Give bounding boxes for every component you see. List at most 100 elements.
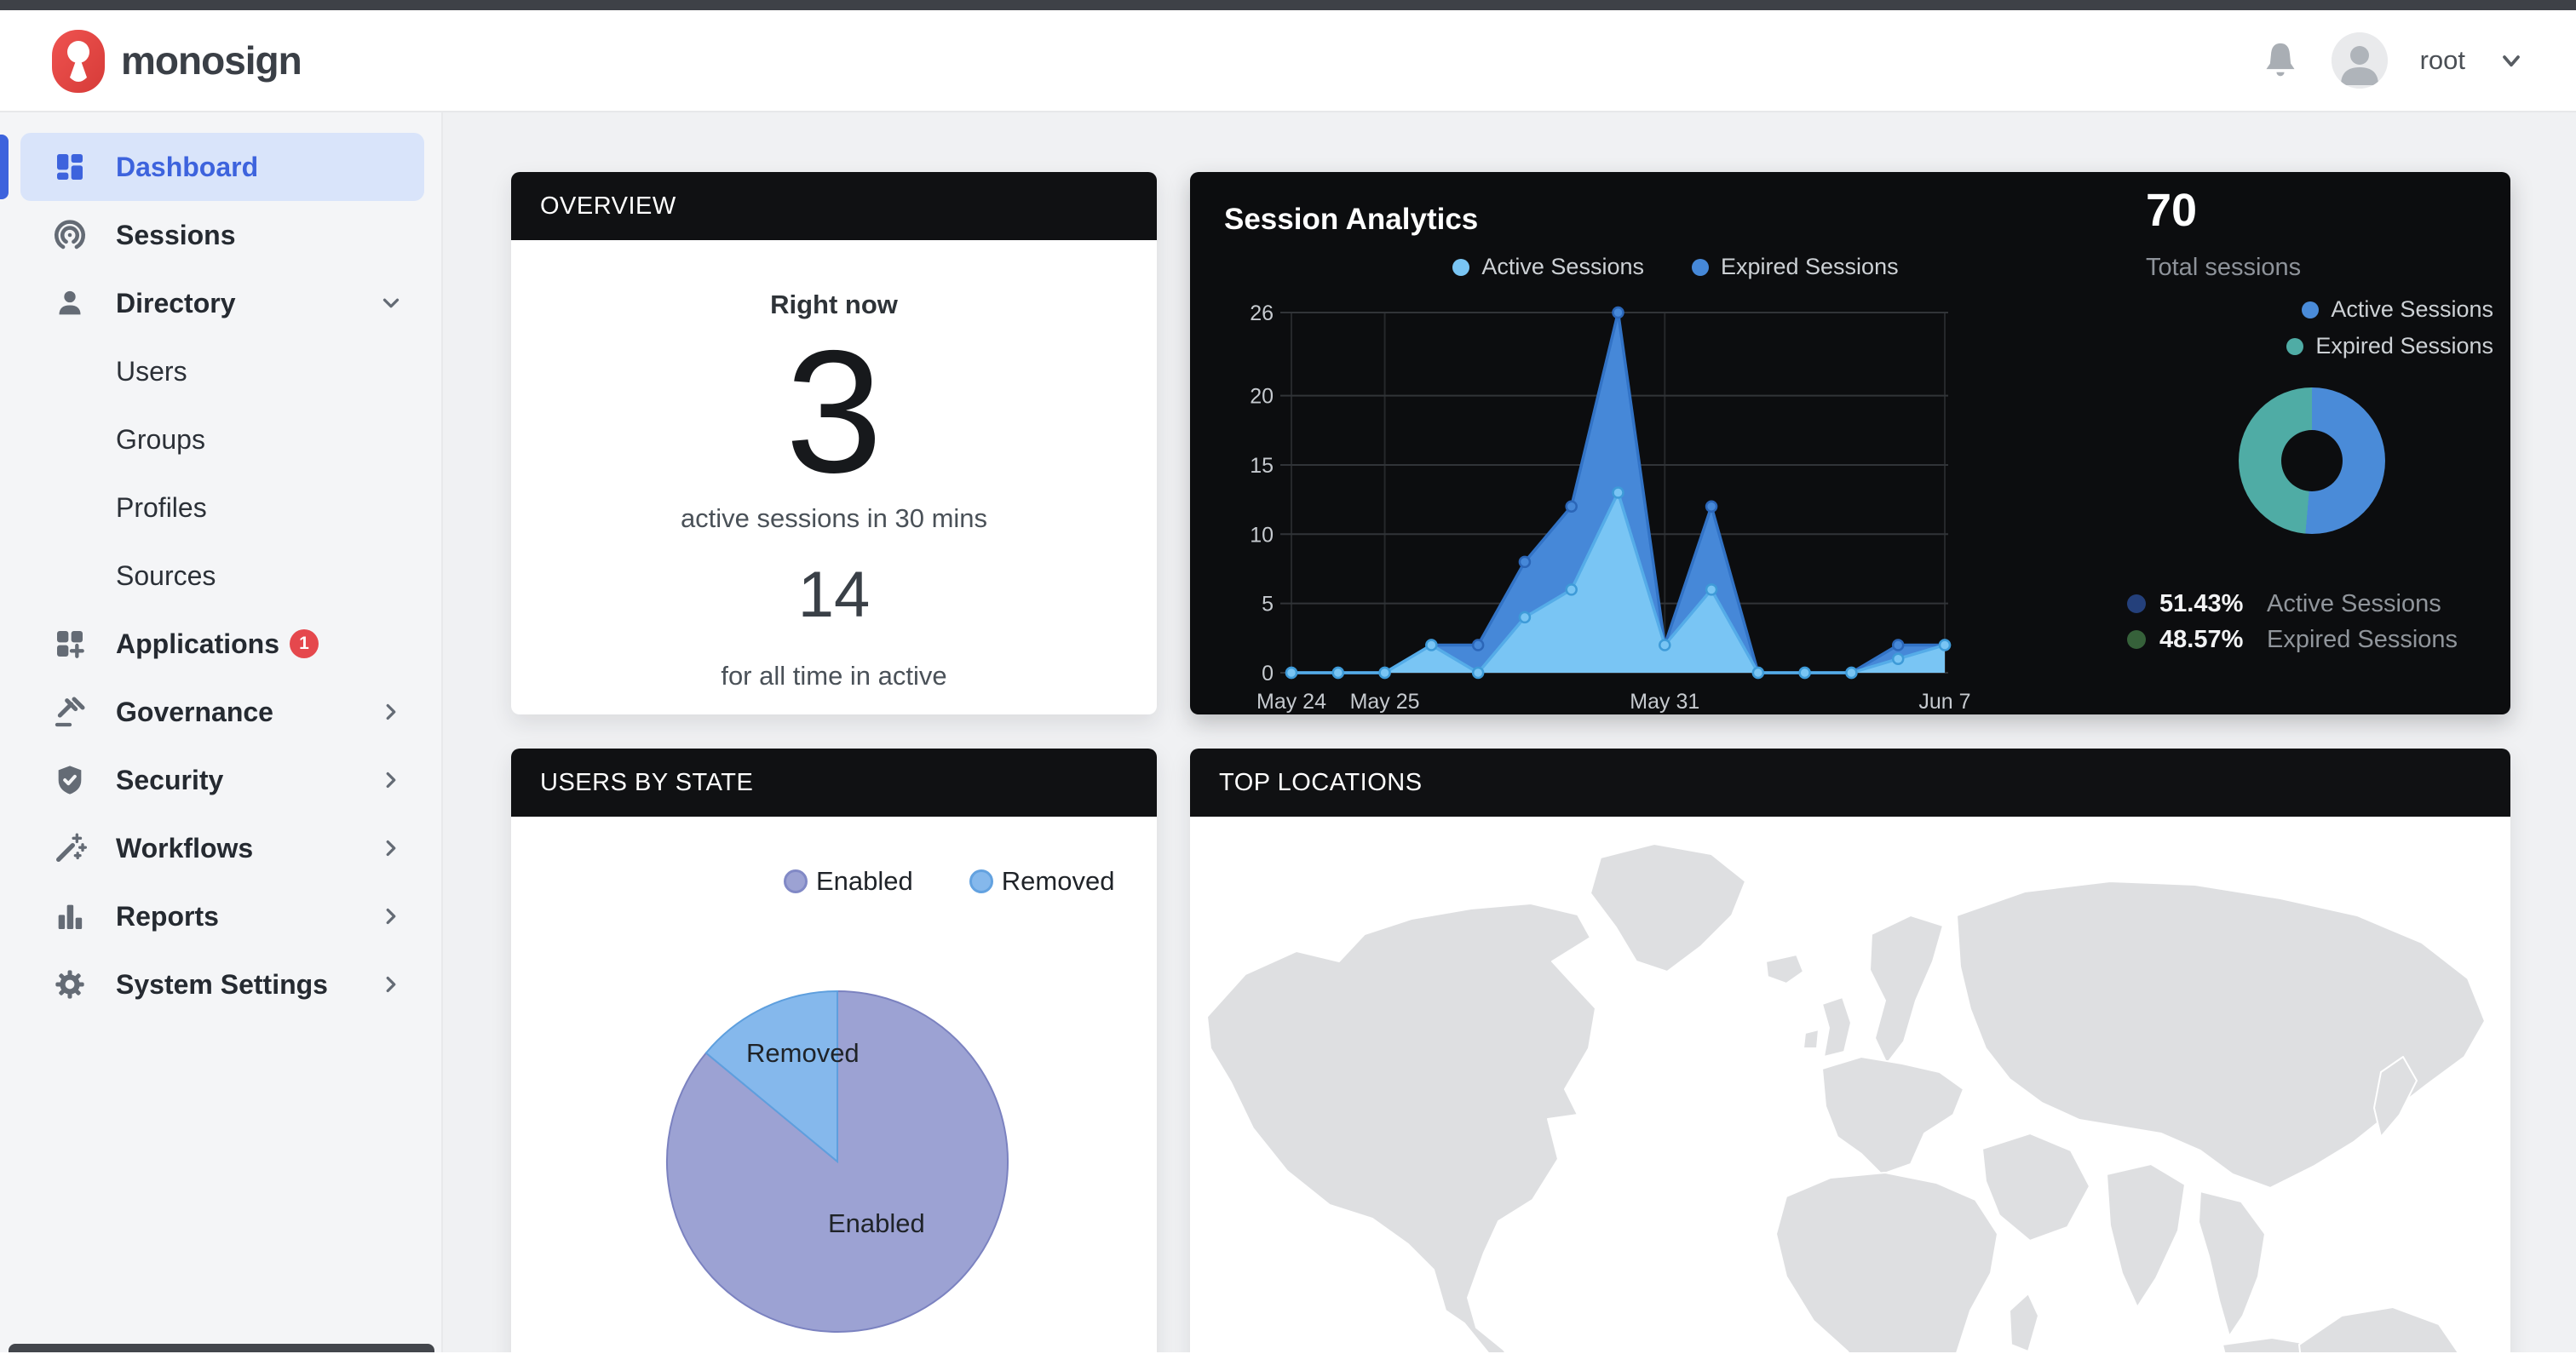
chevron-right-icon (386, 840, 396, 857)
sidebar-item-label: Profiles (116, 491, 207, 523)
stat-dot-expired (2127, 630, 2146, 649)
legend-item-expired[interactable]: Expired Sessions (1691, 254, 1899, 280)
donut-legend: Active Sessions Expired Sessions (2286, 296, 2493, 359)
svg-text:May 31: May 31 (1630, 690, 1699, 714)
sidebar-item-users[interactable]: Users (20, 337, 424, 405)
sidebar-item-governance[interactable]: Governance (20, 678, 424, 746)
user-menu-chevron-down-icon[interactable] (2498, 47, 2525, 74)
legend-item-active[interactable]: Active Sessions (1452, 254, 1644, 280)
brand[interactable]: monosign (51, 26, 302, 95)
svg-text:20: 20 (1250, 385, 1274, 409)
svg-text:5: 5 (1262, 593, 1274, 617)
chevron-right-icon (386, 908, 396, 925)
sidebar-item-label: Sources (116, 559, 216, 591)
svg-text:26: 26 (1250, 301, 1274, 325)
sidebar-item-security[interactable]: Security (20, 746, 424, 814)
stat-pct: 48.57% (2159, 625, 2244, 653)
total-sessions-value: 70 (2146, 185, 2198, 236)
app-header: monosign root (0, 10, 2576, 112)
sidebar-item-label: Governance (116, 696, 273, 727)
legend-dot-removed (969, 869, 993, 893)
pie-slice-label-enabled: Enabled (828, 1208, 925, 1238)
sidebar-item-system-settings[interactable]: System Settings (20, 950, 424, 1018)
security-shield-icon (51, 761, 89, 799)
users-by-state-card: USERS BY STATE Enabled Removed Removed E… (511, 749, 1157, 1352)
overview-card-header: OVERVIEW (511, 172, 1157, 240)
governance-gavel-icon (51, 693, 89, 731)
legend-item-active[interactable]: Active Sessions (2302, 296, 2493, 323)
main-content: OVERVIEW Right now 3 active sessions in … (443, 112, 2576, 1352)
all-time-caption: for all time in active (721, 661, 947, 691)
legend-label: Active Sessions (2331, 296, 2493, 322)
sidebar-item-reports[interactable]: Reports (20, 882, 424, 950)
pie-slice-label-removed: Removed (746, 1038, 860, 1068)
top-locations-card: TOP LOCATIONS (1190, 749, 2510, 1352)
sidebar-item-workflows[interactable]: Workflows (20, 814, 424, 882)
stat-dot-active (2127, 594, 2146, 613)
sidebar-item-label: Dashboard (116, 151, 259, 182)
legend-label: Removed (1001, 866, 1115, 896)
legend-item-expired[interactable]: Expired Sessions (2286, 333, 2493, 359)
stat-row-active: 51.43% Active Sessions (2127, 586, 2458, 622)
sidebar-item-label: Security (116, 764, 224, 795)
world-map (1206, 843, 2486, 1352)
sidebar-item-label: Directory (116, 287, 236, 318)
area-chart-legend: Active Sessions Expired Sessions (1216, 254, 2136, 280)
right-now-label: Right now (770, 290, 898, 319)
legend-label: Expired Sessions (1720, 254, 1899, 279)
user-name[interactable]: root (2419, 45, 2465, 75)
reports-barchart-icon (51, 898, 89, 935)
sidebar-item-label: Applications (116, 628, 280, 659)
sidebar-item-label: System Settings (116, 968, 328, 1000)
pie-legend: Enabled Removed (784, 866, 1114, 897)
donut-stats: 51.43% Active Sessions 48.57% Expired Se… (2127, 586, 2458, 657)
users-by-state-header: USERS BY STATE (511, 749, 1157, 817)
legend-dot-expired (1691, 258, 1709, 276)
legend-dot-enabled (784, 869, 808, 893)
sidebar-item-profiles[interactable]: Profiles (20, 473, 424, 542)
chevron-right-icon (386, 772, 396, 789)
directory-person-icon (51, 284, 89, 322)
sidebar-item-dashboard[interactable]: Dashboard (0, 133, 424, 201)
stat-pct: 51.43% (2159, 589, 2244, 617)
chevron-right-icon (386, 703, 396, 720)
chevron-down-icon (382, 298, 400, 308)
active-indicator (0, 135, 9, 199)
total-sessions-label: Total sessions (2146, 254, 2302, 281)
svg-text:10: 10 (1250, 523, 1274, 547)
dashboard-icon (51, 148, 89, 186)
avatar-person-icon (2331, 32, 2388, 89)
sidebar-item-directory[interactable]: Directory (20, 269, 424, 337)
sidebar-item-groups[interactable]: Groups (20, 405, 424, 473)
session-area-chart: 0 5 10 15 20 26 May 24 May 25 May 31 Jun 7 (1250, 301, 1970, 714)
applications-badge: 1 (290, 629, 319, 658)
notifications-bell-icon[interactable] (2262, 40, 2299, 81)
stat-row-expired: 48.57% Expired Sessions (2127, 622, 2458, 657)
svg-text:Jun 7: Jun 7 (1918, 690, 1970, 714)
session-analytics-title: Session Analytics (1224, 203, 1479, 236)
svg-text:15: 15 (1250, 454, 1274, 478)
sessions-icon (51, 216, 89, 254)
sidebar-item-sources[interactable]: Sources (20, 542, 424, 610)
workflows-wand-icon (51, 829, 89, 867)
chevron-right-icon (386, 976, 396, 993)
legend-item-removed[interactable]: Removed (969, 866, 1115, 897)
legend-dot-active (2302, 301, 2320, 318)
horizontal-scrollbar-thumb[interactable] (9, 1344, 434, 1352)
svg-text:May 25: May 25 (1350, 690, 1420, 714)
active-sessions-count: 3 (785, 314, 883, 509)
donut-hole (2281, 430, 2343, 491)
top-locations-header: TOP LOCATIONS (1190, 749, 2510, 817)
legend-dot-active (1452, 258, 1470, 276)
sidebar-item-applications[interactable]: Applications 1 (20, 610, 424, 678)
all-time-count: 14 (797, 559, 871, 632)
overview-card: OVERVIEW Right now 3 active sessions in … (511, 172, 1157, 714)
user-avatar[interactable] (2331, 32, 2388, 89)
sidebar-item-sessions[interactable]: Sessions (20, 201, 424, 269)
legend-label: Active Sessions (1481, 254, 1644, 279)
active-sessions-caption: active sessions in 30 mins (680, 503, 988, 534)
legend-item-enabled[interactable]: Enabled (784, 866, 913, 897)
sidebar-item-label: Workflows (116, 832, 254, 863)
sidebar: Dashboard Sessions Directory Use (0, 112, 443, 1352)
users-pie-chart (666, 990, 1009, 1333)
